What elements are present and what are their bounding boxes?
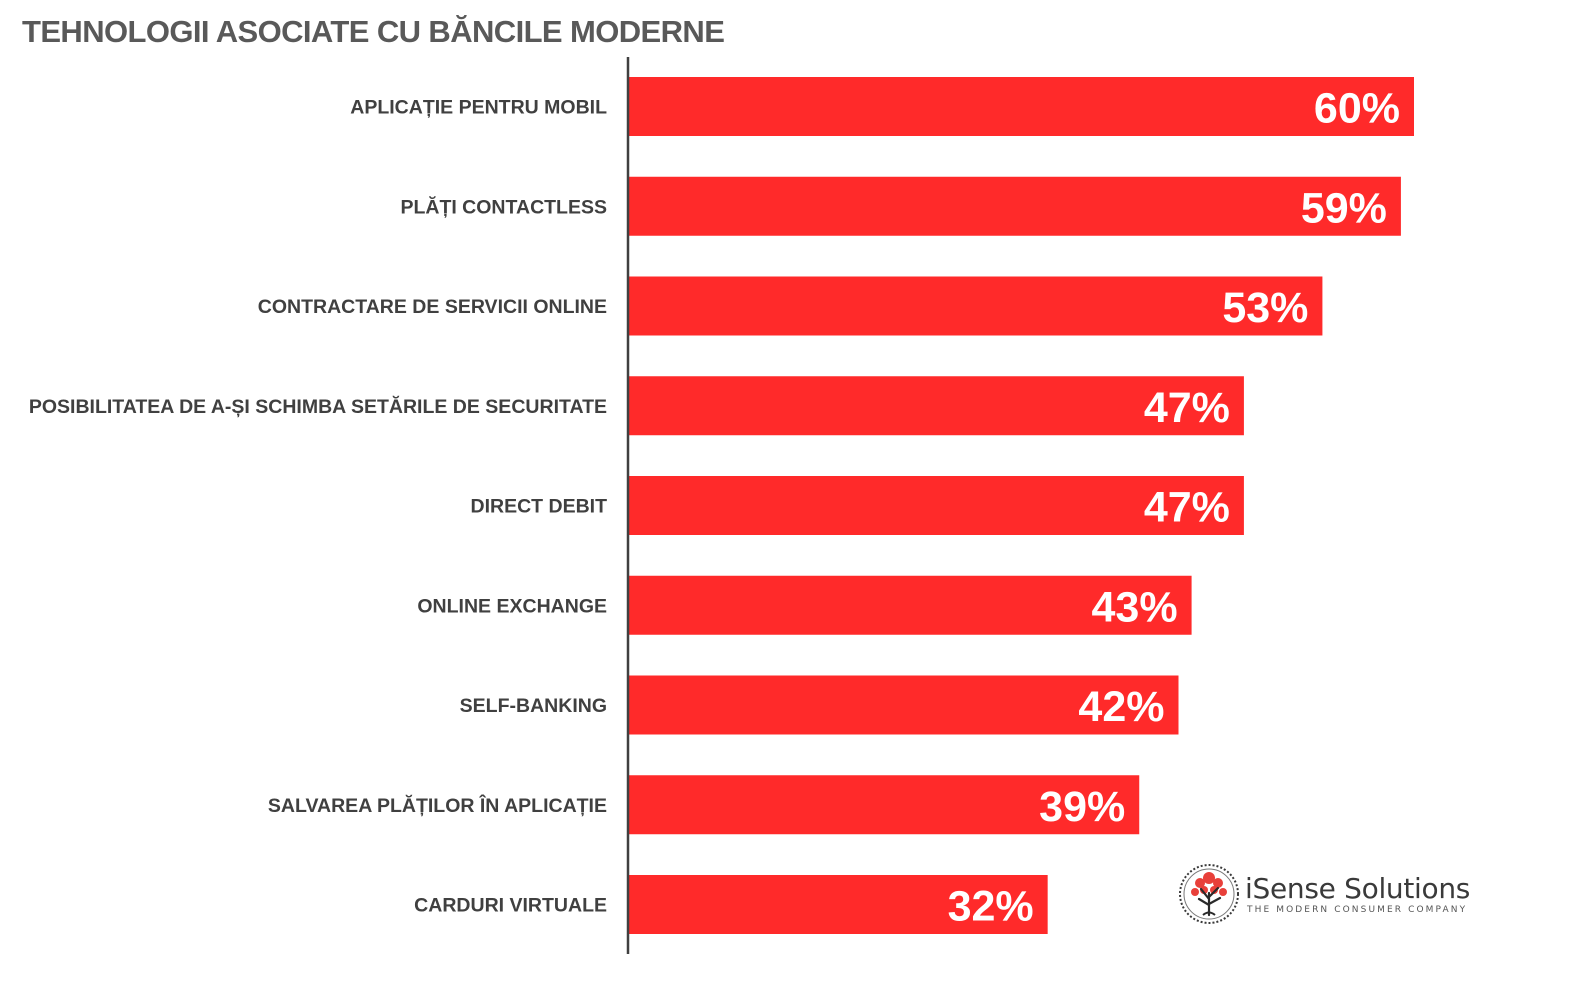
bar bbox=[629, 77, 1414, 136]
category-label: APLICAȚIE PENTRU MOBIL bbox=[350, 97, 607, 119]
bar bbox=[629, 875, 1048, 934]
bar bbox=[629, 176, 1401, 236]
category-labels-group: APLICAȚIE PENTRU MOBIL PLĂȚI CONTACTLESS C… bbox=[29, 97, 607, 917]
value-label: 47% bbox=[1144, 484, 1230, 532]
bars-group bbox=[629, 77, 1414, 934]
value-label: 42% bbox=[1078, 683, 1164, 731]
value-label: 39% bbox=[1039, 783, 1125, 831]
bar bbox=[629, 575, 1192, 635]
logo-name: iSense Solutions bbox=[1245, 872, 1471, 905]
category-label: POSIBILITATEA DE A-ȘI SCHIMBA SETĂRILE D… bbox=[29, 395, 607, 418]
chart-title: TEHNOLOGII ASOCIATE CU BĂNCILE MODERNE bbox=[22, 14, 725, 49]
category-label: SELF-BANKING bbox=[460, 695, 607, 717]
value-label: 53% bbox=[1222, 284, 1308, 332]
value-label: 47% bbox=[1144, 384, 1230, 432]
bar bbox=[629, 675, 1179, 735]
category-label: PLĂȚI CONTACTLESS bbox=[400, 195, 607, 218]
value-label: 59% bbox=[1301, 184, 1387, 232]
bar bbox=[629, 476, 1244, 535]
category-label: CONTRACTARE DE SERVICII ONLINE bbox=[258, 296, 607, 318]
value-label: 32% bbox=[948, 883, 1034, 931]
category-label: CARDURI VIRTUALE bbox=[414, 895, 607, 917]
bar bbox=[629, 376, 1244, 436]
category-label: SALVAREA PLĂȚILOR ÎN APLICAȚIE bbox=[268, 793, 607, 817]
tree-icon bbox=[1179, 864, 1239, 924]
logo-tagline: THE MODERN CONSUMER COMPANY bbox=[1247, 905, 1468, 915]
value-labels-group: 60% 59% 53% 47% 47% 43% 42% 39% 32% bbox=[948, 85, 1400, 931]
category-label: DIRECT DEBIT bbox=[471, 496, 608, 518]
category-label: ONLINE EXCHANGE bbox=[417, 595, 607, 617]
bar bbox=[629, 276, 1323, 336]
bar bbox=[629, 775, 1140, 835]
value-label: 43% bbox=[1092, 583, 1178, 631]
value-label: 60% bbox=[1314, 85, 1400, 133]
company-logo: iSense Solutions THE MODERN CONSUMER COM… bbox=[1178, 862, 1471, 930]
